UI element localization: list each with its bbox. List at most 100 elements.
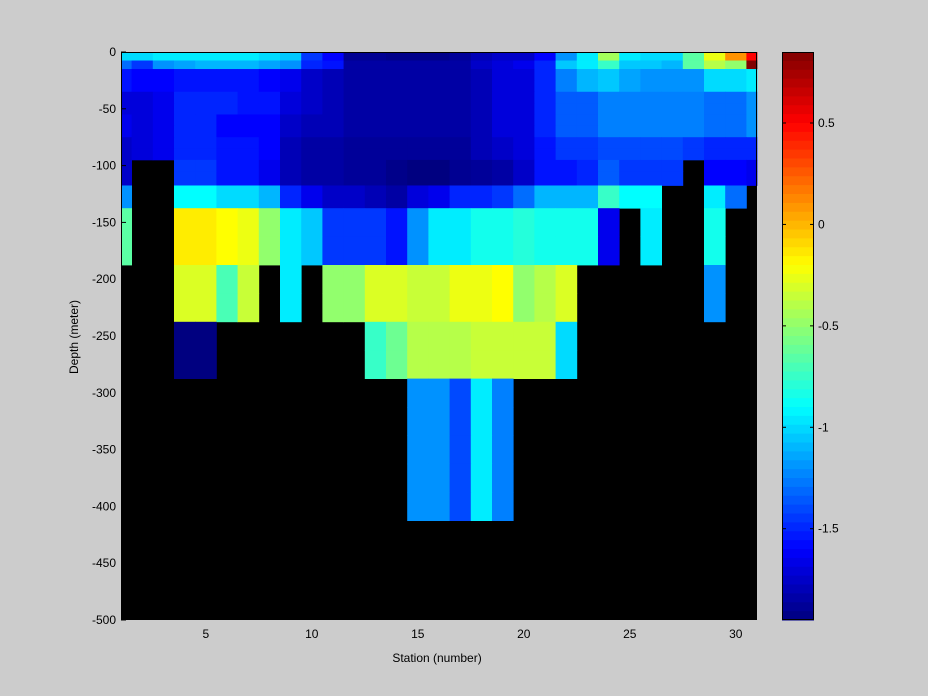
heatmap-cell [343,52,366,61]
heatmap-cell [492,114,514,127]
colorbar-segment [782,265,814,275]
heatmap-cell [576,114,599,127]
colorbar-segment [782,158,814,168]
y-tick-label: 0 [109,45,116,59]
heatmap-cell [121,91,132,104]
heatmap-cell [174,265,196,294]
heatmap-cell [174,171,196,186]
heatmap-cell [343,137,366,149]
heatmap-cell [513,171,535,186]
heatmap-cell [492,435,514,465]
heatmap-cell [470,148,493,161]
heatmap-cell [470,80,493,93]
heatmap-cell [619,171,641,186]
heatmap-cell [386,125,408,138]
heatmap-cell [704,185,726,209]
heatmap-cell [407,114,429,127]
heatmap-cell [534,114,556,127]
heatmap-cell [258,80,281,93]
y-tick-label: -150 [92,215,116,229]
heatmap-cell [576,208,599,237]
heatmap-cell [195,69,217,81]
colorbar-segment [782,389,814,399]
heatmap-cell [534,103,556,115]
heatmap-cell [301,208,323,237]
heatmap-cell [470,236,493,266]
heatmap-cell [195,159,217,172]
heatmap-cell [598,80,620,93]
colorbar-segment [782,282,814,293]
heatmap-cell [470,171,493,186]
heatmap-cell [216,69,238,81]
heatmap-cell [343,265,366,294]
colorbar-segment [782,504,814,515]
y-tick-label: -250 [92,329,116,343]
heatmap-cell [216,293,238,323]
y-tick-label: -500 [92,613,116,627]
heatmap-cell [174,185,196,209]
heatmap-cell [386,52,408,61]
heatmap-cell [746,125,758,138]
heatmap-cell [407,159,429,172]
heatmap-cell [619,185,641,209]
heatmap-cell [619,137,641,149]
heatmap-cell [704,293,726,323]
heatmap-cell [470,293,493,323]
colorbar-segment [782,478,814,488]
x-tick-label: 20 [517,627,531,641]
heatmap-cell [343,60,366,70]
heatmap-cell [364,60,387,70]
heatmap-cell [640,137,662,149]
heatmap-cell [576,103,599,115]
colorbar-segment [782,362,814,373]
heatmap-cell [174,80,196,93]
heatmap-cell [598,159,620,172]
heatmap-cell [449,265,472,294]
heatmap-cell [174,208,196,237]
heatmap-cell [449,159,472,172]
colorbar-segment [782,69,814,80]
heatmap-cell [598,137,620,149]
heatmap-cell [428,321,450,351]
heatmap-cell [492,185,514,209]
colorbar-segment [782,52,814,62]
colorbar-segment [782,415,814,426]
heatmap-cell [704,60,726,70]
heatmap-cell [216,185,238,209]
heatmap-cell [131,103,154,115]
heatmap-cell [237,91,260,104]
heatmap-cell [174,60,196,70]
heatmap-cell [470,492,493,521]
colorbar-segment [782,602,814,612]
heatmap-cell [152,103,175,115]
heatmap-cell [534,80,556,93]
heatmap-cell [555,293,578,323]
colorbar-segment [782,256,814,266]
heatmap-cell [449,293,472,323]
heatmap-cell [449,435,472,465]
heatmap-cell [386,171,408,186]
heatmap-cell [746,80,758,93]
heatmap-cell [407,137,429,149]
heatmap-cell [174,125,196,138]
heatmap-cell [555,91,578,104]
heatmap-cell [640,114,662,127]
colorbar-segment [782,460,814,470]
heatmap-cell [640,91,662,104]
heatmap-cell [237,159,260,172]
x-tick-label: 30 [729,627,743,641]
heatmap-cell [492,350,514,379]
heatmap-cell [280,114,302,127]
heatmap-cell [704,159,726,172]
heatmap-cell [555,148,578,161]
heatmap-cell [407,185,429,209]
heatmap-cell [470,52,493,61]
y-tick-label: -50 [99,102,117,116]
heatmap-cell [449,208,472,237]
heatmap-cell [513,125,535,138]
heatmap-cell [725,171,747,186]
heatmap-cell [121,171,132,186]
heatmap-cell [598,69,620,81]
heatmap-cell [301,52,323,61]
heatmap-cell [131,52,154,61]
